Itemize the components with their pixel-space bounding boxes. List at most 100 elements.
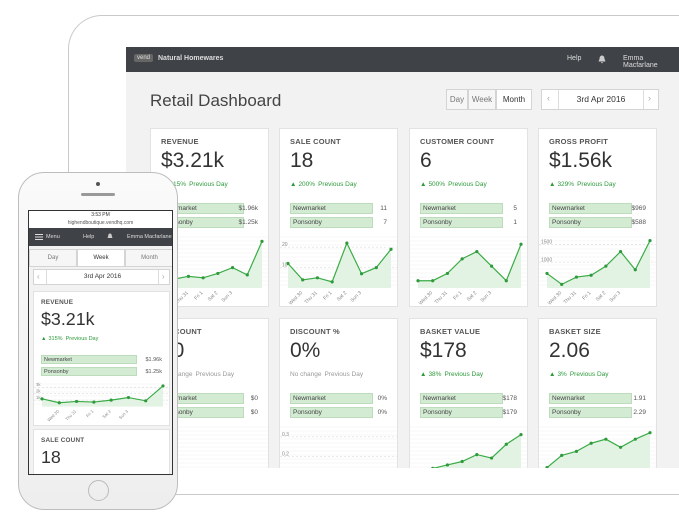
up-arrow: ▲ [420,371,427,378]
metric-card: BASKET VALUE $178 ▲ 38% Previous Day Newmarke… [409,318,528,468]
trend-dot [648,239,652,243]
menu-label[interactable]: Menu [46,234,60,240]
trend-area [547,240,650,288]
trend-dot [445,271,450,276]
trend-dot [545,465,549,468]
range-button[interactable]: Week [468,89,496,110]
change-line: ▲ 329% Previous Day [549,181,616,188]
trend-dot [460,257,464,261]
date-picker: ‹ 3rd Apr 2016 › [33,269,170,285]
bell-icon[interactable] [598,55,606,64]
location-value: $1.25k [145,368,162,375]
trend-line [432,434,522,468]
x-tick-label: Fri 1 [581,290,592,301]
location-bar [290,203,374,214]
range-button[interactable]: Month [496,89,532,110]
metric-card: REVENUE $3.21k ▲315%Previous Day Newmarket $… [33,291,170,426]
change-line: ▲315%Previous Day [41,336,98,342]
menu-icon[interactable] [35,234,43,240]
status-time: 3:53 PM [91,212,110,218]
change-note: Previous Day [577,181,616,188]
trend-dot [245,273,249,277]
location-name: Ponsonby [552,409,581,416]
trend-dot [144,399,148,403]
trend-chart [539,426,656,468]
trend-dot [560,453,564,458]
trend-dot [519,242,523,246]
help-link[interactable]: Help [567,55,582,62]
trend-line [418,244,522,282]
help-link[interactable]: Help [83,234,95,240]
trend-line [546,240,651,286]
store-name[interactable]: Natural Homewares [158,55,224,62]
next-date[interactable]: › [648,93,651,103]
prev-date[interactable]: ‹ [547,93,550,103]
trend-dot [604,437,608,441]
user-name[interactable]: Emma Macfarlane [623,55,658,69]
user-name[interactable]: Emma Macfarlane [127,234,172,240]
trend-dot [504,279,508,283]
trend-dot [286,261,290,266]
location-value: $588 [631,219,646,226]
prev-date[interactable]: ‹ [37,272,40,281]
trend-chart: 0.2 0.3 [280,426,397,468]
x-tick-label: Sun 3 [220,290,234,304]
date-label[interactable]: 3rd Apr 2016 [46,270,159,284]
trend-dot [618,445,623,449]
range-button[interactable]: Week [77,249,125,267]
card-label: CUSTOMER COUNT [420,137,495,146]
trend-dot [648,431,652,435]
range-button[interactable]: Day [29,249,77,267]
card-label: REVENUE [161,137,199,146]
brand-logo: vend [134,54,154,62]
trend-area [159,241,262,288]
home-button[interactable] [88,480,109,501]
location-value: $0 [250,395,258,402]
change-value: 329% [557,181,575,188]
trend-area [418,244,521,288]
trend-dot [345,241,349,245]
change-note: Previous Day [65,336,99,343]
trend-line [41,385,164,404]
url-bar[interactable]: highendboutique.vendhq.com [67,220,134,226]
date-label[interactable]: 3rd Apr 2016 [558,90,644,109]
up-arrow: ▲ [41,336,47,343]
x-tick-label: Sun 3 [479,290,493,304]
trend-dot [216,271,220,276]
range-button[interactable]: Day [446,89,468,110]
next-date[interactable]: › [162,272,165,281]
trend-dot [489,264,494,268]
x-tick-label: Sat 2 [336,290,349,303]
trend-area [434,434,521,468]
up-arrow: ▲ [549,181,556,188]
change-line: ▲ 3% Previous Day [549,371,609,378]
location-value: $0 [250,409,258,416]
y-tick-label: 0.3 [282,432,289,438]
metric-card: CUSTOMER COUNT 6 ▲ 500% Previous Day Newmarke… [409,128,528,307]
location-bar [290,217,374,228]
trend-dot [431,279,435,283]
trend-dot [92,400,96,405]
trend-dot [260,239,264,243]
trend-dot [633,268,637,272]
trend-dot [460,459,464,464]
trend-dot [431,466,435,468]
location-name: Ponsonby [423,219,452,226]
change-note: Previous Day [569,371,609,378]
y-tick-label: 10 [282,263,288,269]
trend-area [42,386,163,407]
tablet-screen: vend Natural Homewares Help Emma Macfarl… [126,47,679,468]
y-tick-label: 3k [36,383,41,388]
bell-icon[interactable] [107,233,113,240]
up-arrow: ▲ [549,371,556,378]
trend-dot [301,278,305,282]
up-arrow: ▲ [420,181,427,188]
card-value: $3.21k [161,149,225,172]
location-bar [420,407,504,418]
y-tick-label: 1500 [541,239,552,245]
range-button[interactable]: Month [125,249,172,267]
card-value: 0% [290,339,321,362]
x-tick-label: Wed 30 [547,290,564,307]
